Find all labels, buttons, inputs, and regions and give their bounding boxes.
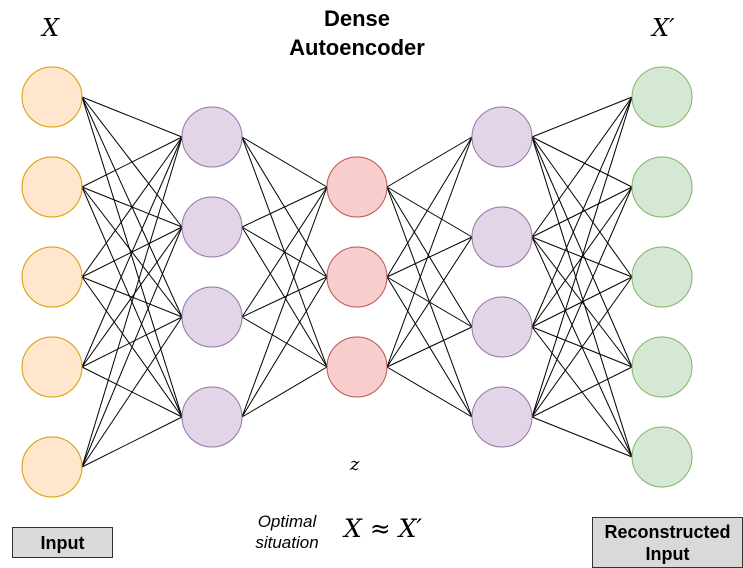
edge-latent-0-to-decoder-hidden-0: [386, 136, 473, 188]
decoder-hidden-neuron-2: [471, 206, 533, 268]
edge-encoder-hidden-2-to-latent-1: [241, 276, 328, 318]
diagram-title: Dense Autoencoder: [289, 6, 425, 60]
encoder-hidden-neuron-3: [181, 286, 243, 348]
encoder-hidden-neuron-4: [181, 386, 243, 448]
edge-decoder-hidden-2-to-output-0: [531, 96, 633, 328]
edge-input-4-to-encoder-hidden-1: [81, 226, 183, 468]
decoder-hidden-neuron-4: [471, 386, 533, 448]
approximation-equation: X ≈ X′: [344, 514, 423, 543]
edge-decoder-hidden-0-to-output-1: [531, 136, 633, 188]
edge-input-3-to-encoder-hidden-2: [81, 316, 183, 368]
input-neuron-1: [21, 66, 83, 128]
edge-latent-2-to-decoder-hidden-0: [386, 136, 473, 368]
input-neuron-4: [21, 336, 83, 398]
output-symbol-x-prime: X′: [652, 14, 675, 42]
connections: [81, 96, 633, 468]
edge-encoder-hidden-2-to-latent-2: [241, 316, 328, 368]
latent-neuron-2: [326, 246, 388, 308]
encoder-hidden-neuron-2: [181, 196, 243, 258]
encoder-hidden-neuron-1: [181, 106, 243, 168]
edge-input-3-to-encoder-hidden-0: [81, 136, 183, 368]
edge-latent-1-to-decoder-hidden-1: [386, 236, 473, 278]
edge-encoder-hidden-1-to-latent-0: [241, 186, 328, 228]
edge-input-3-to-encoder-hidden-1: [81, 226, 183, 368]
output-neuron-3: [631, 246, 693, 308]
edge-input-0-to-encoder-hidden-3: [81, 96, 183, 418]
output-neuron-5: [631, 426, 693, 488]
edge-latent-2-to-decoder-hidden-2: [386, 326, 473, 368]
input-symbol-x: X: [42, 14, 60, 42]
edge-input-4-to-encoder-hidden-0: [81, 136, 183, 468]
edge-encoder-hidden-3-to-latent-2: [241, 366, 328, 418]
edge-decoder-hidden-0-to-output-4: [531, 136, 633, 458]
neurons: [21, 66, 693, 498]
decoder-hidden-neuron-1: [471, 106, 533, 168]
edge-latent-0-to-decoder-hidden-1: [386, 186, 473, 238]
edge-encoder-hidden-3-to-latent-1: [241, 276, 328, 418]
edge-latent-2-to-decoder-hidden-1: [386, 236, 473, 368]
latent-symbol-z: z: [350, 454, 360, 475]
output-neuron-2: [631, 156, 693, 218]
edge-input-1-to-encoder-hidden-0: [81, 136, 183, 188]
edge-decoder-hidden-0-to-output-2: [531, 136, 633, 278]
edge-encoder-hidden-3-to-latent-0: [241, 186, 328, 418]
edge-input-0-to-encoder-hidden-0: [81, 96, 183, 138]
edge-decoder-hidden-0-to-output-3: [531, 136, 633, 368]
edge-decoder-hidden-3-to-output-1: [531, 186, 633, 418]
input-neuron-2: [21, 156, 83, 218]
output-neuron-1: [631, 66, 693, 128]
edge-decoder-hidden-3-to-output-4: [531, 416, 633, 458]
edge-decoder-hidden-3-to-output-0: [531, 96, 633, 418]
output-neuron-4: [631, 336, 693, 398]
edge-latent-2-to-decoder-hidden-3: [386, 366, 473, 418]
optimal-situation-label: Optimal situation: [255, 512, 319, 552]
latent-neuron-1: [326, 156, 388, 218]
input-box: Input: [12, 527, 113, 558]
edge-decoder-hidden-1-to-output-0: [531, 96, 633, 238]
input-neuron-5: [21, 436, 83, 498]
reconstructed-input-box: Reconstructed Input: [592, 517, 743, 568]
edge-latent-1-to-decoder-hidden-0: [386, 136, 473, 278]
edge-encoder-hidden-2-to-latent-0: [241, 186, 328, 318]
latent-neuron-3: [326, 336, 388, 398]
edge-input-2-to-encoder-hidden-0: [81, 136, 183, 278]
decoder-hidden-neuron-3: [471, 296, 533, 358]
edge-input-4-to-encoder-hidden-3: [81, 416, 183, 468]
edge-decoder-hidden-3-to-output-3: [531, 366, 633, 418]
edge-decoder-hidden-3-to-output-2: [531, 276, 633, 418]
edge-encoder-hidden-0-to-latent-0: [241, 136, 328, 188]
input-neuron-3: [21, 246, 83, 308]
edge-input-4-to-encoder-hidden-2: [81, 316, 183, 468]
edge-decoder-hidden-0-to-output-0: [531, 96, 633, 138]
